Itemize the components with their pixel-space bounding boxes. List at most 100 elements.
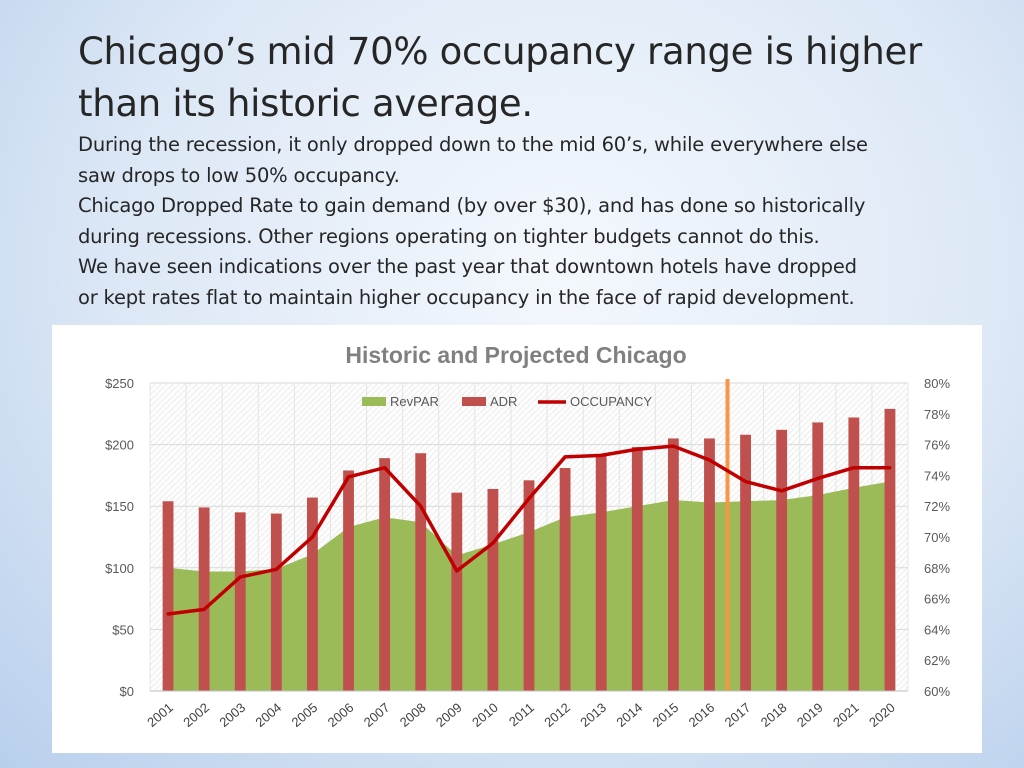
x-tick-label: 2013 [577, 700, 609, 730]
left-tick-label: $0 [120, 684, 134, 699]
occupancy-point [238, 575, 242, 579]
right-tick-label: 76% [924, 438, 950, 453]
chart-svg: Historic and Projected Chicago $0 $50 $100… [105, 342, 950, 730]
right-tick-label: 60% [924, 684, 950, 699]
x-tick-label: 2014 [613, 700, 645, 730]
occupancy-point [599, 453, 603, 457]
adr-bar [198, 507, 210, 691]
occupancy-point [491, 541, 495, 545]
x-tick-label: 2003 [216, 700, 248, 730]
x-tick-label: 2002 [180, 700, 212, 730]
x-tick-label: 2007 [361, 700, 393, 730]
right-tick-label: 74% [924, 468, 950, 483]
left-tick-label: $150 [105, 499, 134, 514]
occupancy-point [852, 466, 856, 470]
body-line: During the recession, it only dropped do… [78, 133, 868, 156]
x-tick-label: 2012 [541, 700, 573, 730]
x-axis: 2001 2002 2003 2004 2005 2006 2007 2008 2009 2010… [144, 690, 908, 730]
body-line: Chicago Dropped Rate to gain demand (by … [78, 194, 866, 217]
occupancy-point [166, 612, 170, 616]
right-tick-label: 80% [924, 376, 950, 391]
slide-text: Chicago’s mid 70% occupancy range is hig… [78, 26, 978, 313]
body-line: during recessions. Other regions operati… [78, 224, 820, 248]
legend-swatch-adr [462, 397, 486, 406]
occupancy-point [780, 489, 784, 493]
occupancy-point [202, 607, 206, 611]
adr-bar [523, 480, 535, 691]
x-tick-label: 2020 [866, 700, 898, 730]
adr-bar [812, 422, 824, 691]
x-tick-label: 2006 [325, 700, 357, 730]
adr-bar [379, 458, 391, 691]
adr-bar [884, 408, 896, 691]
occupancy-line-layer [166, 444, 892, 616]
occupancy-point [888, 466, 892, 470]
occupancy-point [816, 476, 820, 481]
left-tick-label: $100 [105, 561, 134, 576]
x-tick-label: 2016 [686, 700, 718, 730]
adr-bar-layer [162, 408, 896, 691]
chart-title: Historic and Projected Chicago [345, 342, 686, 368]
body-line: saw drops to low 50% occupancy. [78, 163, 400, 187]
x-tick-label: 2005 [289, 700, 321, 730]
right-tick-label: 64% [924, 622, 950, 637]
body-line: or kept rates flat to maintain higher oc… [78, 285, 855, 309]
occupancy-point [671, 444, 675, 448]
adr-bar [559, 468, 571, 691]
occupancy-point [635, 447, 639, 451]
adr-bar [162, 501, 174, 691]
occupancy-point [419, 504, 423, 508]
slide-body: During the recession, it only dropped do… [78, 130, 978, 313]
x-tick-label: 2018 [758, 700, 790, 730]
adr-bar [415, 453, 427, 691]
legend-swatch-revpar [362, 397, 386, 406]
occupancy-point [455, 569, 459, 573]
adr-bar [307, 497, 318, 691]
left-tick-label: $200 [105, 438, 134, 453]
adr-bar [631, 447, 643, 691]
slide-title: Chicago’s mid 70% occupancy range is hig… [78, 26, 978, 130]
legend-label: RevPAR [390, 394, 439, 409]
adr-bar [848, 417, 860, 691]
x-tick-label: 2019 [794, 700, 826, 730]
occupancy-point [274, 567, 278, 571]
adr-bar [270, 513, 282, 691]
adr-bar [704, 438, 715, 691]
x-tick-label: 2017 [722, 700, 754, 730]
occupancy-point [527, 496, 531, 501]
right-tick-label: 72% [924, 499, 950, 514]
left-tick-label: $50 [112, 622, 134, 637]
x-tick-label: 2009 [433, 700, 465, 730]
slide-title-line: than its historic average. [78, 82, 533, 125]
x-tick-label: 2008 [397, 700, 429, 730]
occupancy-point [563, 455, 567, 459]
legend-label: OCCUPANCY [570, 394, 652, 409]
adr-bar [234, 512, 246, 691]
body-line: We have seen indications over the past y… [78, 255, 857, 278]
x-tick-label: 2015 [650, 700, 682, 730]
occupancy-point [383, 466, 387, 470]
chart-panel: Historic and Projected Chicago $0 $50 $100… [52, 325, 982, 753]
adr-bar [740, 434, 751, 691]
adr-bar [451, 492, 463, 691]
adr-bar [595, 455, 607, 691]
left-axis: $0 $50 $100 $150 $200 $250 [105, 376, 134, 699]
x-tick-label: 2011 [506, 700, 537, 729]
chart-legend: RevPAR ADR OCCUPANCY [362, 394, 652, 409]
right-tick-label: 62% [924, 653, 950, 668]
legend-label: ADR [490, 394, 517, 409]
slide-title-line: Chicago’s mid 70% occupancy range is hig… [78, 30, 922, 73]
adr-bar [343, 470, 354, 691]
x-tick-label: 2001 [144, 700, 176, 730]
adr-bar [667, 438, 679, 691]
adr-bar [776, 429, 788, 691]
adr-bar [487, 488, 499, 691]
right-axis: 60% 62% 64% 66% 68% 70% 72% 74% 76% 78% 80% [924, 376, 950, 699]
x-tick-label: 2004 [252, 700, 284, 730]
right-tick-label: 78% [924, 407, 950, 422]
right-tick-label: 68% [924, 561, 950, 576]
x-tick-label: 2021 [830, 700, 862, 730]
occupancy-point [310, 535, 315, 539]
right-tick-label: 70% [924, 530, 950, 545]
left-tick-label: $250 [105, 376, 134, 391]
